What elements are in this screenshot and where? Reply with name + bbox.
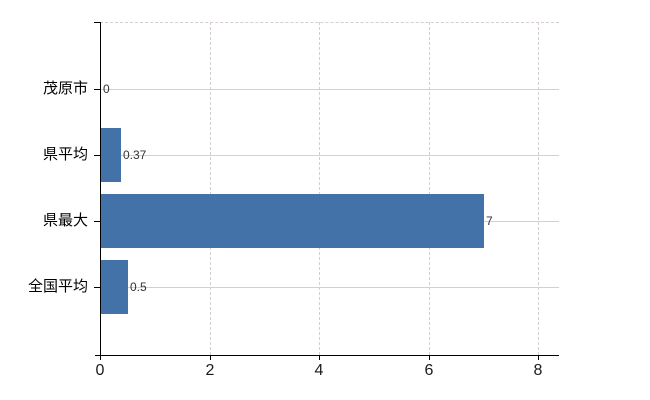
- x-tick-label: 8: [533, 362, 543, 379]
- x-tick-label: 2: [205, 362, 215, 379]
- x-axis-tick: [538, 356, 539, 360]
- y-axis-tick: [94, 221, 100, 222]
- bar: [101, 260, 128, 314]
- category-gridline: [100, 89, 559, 90]
- category-gridline: [100, 155, 559, 156]
- y-axis-tick: [94, 155, 100, 156]
- category-label: 茂原市: [42, 80, 88, 97]
- y-axis-tick: [94, 287, 100, 288]
- x-axis-tick: [429, 356, 430, 360]
- value-gridline: [319, 22, 320, 355]
- x-axis-tick: [319, 356, 320, 360]
- category-label: 県平均: [42, 146, 88, 163]
- x-tick-label: 4: [314, 362, 324, 379]
- value-gridline: [538, 22, 539, 355]
- value-gridline: [210, 22, 211, 355]
- x-tick-label: 6: [424, 362, 434, 379]
- y-axis-line: [100, 22, 101, 360]
- y-axis-tick: [94, 22, 100, 23]
- y-axis-tick: [94, 89, 100, 90]
- category-label: 全国平均: [27, 278, 88, 295]
- x-axis-tick: [100, 356, 101, 360]
- value-label: 0: [103, 82, 110, 96]
- bar: [101, 128, 121, 182]
- value-label: 7: [486, 214, 493, 228]
- value-gridline: [429, 22, 430, 355]
- category-gridline: [100, 287, 559, 288]
- category-label: 県最大: [42, 212, 88, 229]
- bar: [101, 194, 484, 248]
- value-label: 0.37: [123, 148, 147, 162]
- x-tick-label: 0: [95, 362, 105, 379]
- plot-top-border: [100, 22, 559, 23]
- value-label: 0.5: [130, 280, 147, 294]
- x-axis-tick: [210, 356, 211, 360]
- x-axis-line: [95, 355, 559, 356]
